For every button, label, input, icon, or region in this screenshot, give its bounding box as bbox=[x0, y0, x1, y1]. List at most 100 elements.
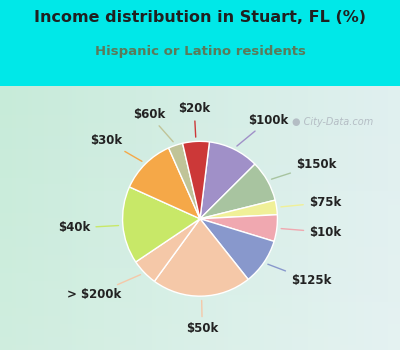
Bar bbox=[156, 86, 160, 350]
Bar bbox=[0, 194, 400, 197]
Bar bbox=[0, 229, 400, 231]
Bar bbox=[0, 345, 400, 347]
Bar bbox=[0, 342, 400, 345]
Bar bbox=[4, 86, 8, 350]
Bar bbox=[236, 86, 240, 350]
Bar bbox=[84, 86, 88, 350]
Bar bbox=[0, 276, 400, 279]
Bar bbox=[128, 86, 132, 350]
Bar bbox=[116, 86, 120, 350]
Bar bbox=[0, 323, 400, 326]
Bar bbox=[380, 86, 384, 350]
Bar bbox=[0, 131, 400, 133]
Bar bbox=[348, 86, 352, 350]
Bar bbox=[0, 223, 400, 226]
Wedge shape bbox=[169, 143, 200, 219]
Text: $50k: $50k bbox=[186, 301, 218, 335]
Bar bbox=[0, 162, 400, 165]
Text: ● City-Data.com: ● City-Data.com bbox=[292, 118, 373, 127]
Bar bbox=[0, 279, 400, 281]
Bar bbox=[0, 160, 400, 162]
Bar bbox=[44, 86, 48, 350]
Bar bbox=[0, 139, 400, 141]
Bar bbox=[0, 197, 400, 199]
Bar bbox=[300, 86, 304, 350]
Bar bbox=[0, 168, 400, 170]
Bar bbox=[0, 329, 400, 331]
Bar bbox=[0, 321, 400, 323]
Bar bbox=[136, 86, 140, 350]
Bar bbox=[296, 86, 300, 350]
Bar bbox=[0, 210, 400, 212]
Bar bbox=[88, 86, 92, 350]
Text: $40k: $40k bbox=[58, 222, 118, 235]
Bar bbox=[0, 191, 400, 194]
Text: $20k: $20k bbox=[178, 103, 210, 137]
Bar bbox=[212, 86, 216, 350]
Bar bbox=[12, 86, 16, 350]
Bar bbox=[24, 86, 28, 350]
Bar bbox=[0, 110, 400, 112]
Bar bbox=[272, 86, 276, 350]
Bar bbox=[0, 136, 400, 139]
Bar bbox=[188, 86, 192, 350]
Bar bbox=[228, 86, 232, 350]
Bar bbox=[72, 86, 76, 350]
Bar bbox=[368, 86, 372, 350]
Bar bbox=[0, 154, 400, 157]
Bar bbox=[224, 86, 228, 350]
Bar bbox=[172, 86, 176, 350]
Bar bbox=[0, 310, 400, 313]
Bar bbox=[0, 207, 400, 210]
Bar bbox=[28, 86, 32, 350]
Bar bbox=[252, 86, 256, 350]
Bar bbox=[144, 86, 148, 350]
Bar bbox=[100, 86, 104, 350]
Bar bbox=[36, 86, 40, 350]
Bar bbox=[0, 94, 400, 96]
Bar bbox=[0, 205, 400, 207]
Bar bbox=[0, 133, 400, 136]
Bar bbox=[0, 250, 400, 252]
Bar bbox=[0, 305, 400, 308]
Bar bbox=[0, 255, 400, 258]
Bar bbox=[0, 316, 400, 318]
Bar bbox=[280, 86, 284, 350]
Bar bbox=[0, 91, 400, 94]
Wedge shape bbox=[200, 219, 274, 279]
Bar bbox=[0, 234, 400, 236]
Bar bbox=[120, 86, 124, 350]
Bar bbox=[0, 252, 400, 255]
Bar bbox=[0, 170, 400, 173]
Bar bbox=[192, 86, 196, 350]
Text: $100k: $100k bbox=[237, 113, 289, 146]
Bar bbox=[340, 86, 344, 350]
Bar bbox=[0, 152, 400, 154]
Bar bbox=[20, 86, 24, 350]
Bar bbox=[132, 86, 136, 350]
Bar bbox=[276, 86, 280, 350]
Bar bbox=[60, 86, 64, 350]
Bar bbox=[264, 86, 268, 350]
Bar bbox=[0, 347, 400, 350]
Bar bbox=[52, 86, 56, 350]
Bar bbox=[232, 86, 236, 350]
Bar bbox=[0, 265, 400, 268]
Bar bbox=[0, 263, 400, 265]
Bar bbox=[152, 86, 156, 350]
Wedge shape bbox=[154, 219, 248, 296]
Bar bbox=[360, 86, 364, 350]
Wedge shape bbox=[122, 187, 200, 262]
Bar bbox=[0, 99, 400, 102]
Bar bbox=[104, 86, 108, 350]
Bar bbox=[0, 318, 400, 321]
Bar bbox=[148, 86, 152, 350]
Bar bbox=[244, 86, 248, 350]
Bar bbox=[320, 86, 324, 350]
Bar bbox=[80, 86, 84, 350]
Bar bbox=[0, 89, 400, 91]
Bar bbox=[0, 334, 400, 337]
Bar bbox=[0, 268, 400, 271]
Bar bbox=[0, 337, 400, 340]
Bar bbox=[384, 86, 388, 350]
